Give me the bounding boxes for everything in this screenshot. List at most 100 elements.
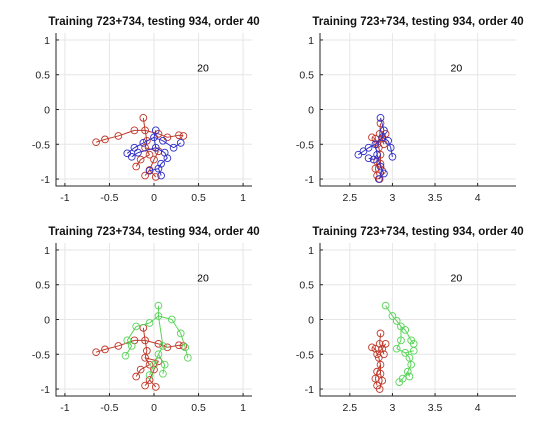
series-1 (368, 329, 390, 393)
joint-marker (380, 350, 388, 359)
series-2 (381, 301, 418, 386)
skeleton-bone (142, 327, 146, 341)
joint-marker (376, 329, 385, 338)
joint-marker (150, 365, 158, 374)
y-tick-label: 0 (44, 105, 50, 117)
skeleton-bone (153, 354, 159, 365)
skeleton-bone (95, 138, 106, 143)
skeleton-bone (396, 348, 406, 354)
x-tick-label: 0 (151, 192, 157, 204)
joint-marker (139, 113, 148, 122)
y-tick-label: 1 (308, 245, 314, 257)
skeleton-bone (155, 147, 165, 154)
joint-marker (145, 166, 154, 175)
joint-marker (409, 346, 418, 355)
skeleton-bone (149, 168, 159, 172)
frame-annotation: 20 (197, 272, 209, 284)
skeleton-bone (144, 147, 159, 152)
joint-marker (136, 365, 145, 374)
skeleton-bone (376, 154, 381, 167)
axes-frame (55, 243, 252, 397)
skeleton-bone (95, 348, 106, 353)
skeleton-bone (118, 339, 135, 347)
joint-marker (380, 169, 388, 178)
joint-marker (167, 315, 176, 324)
joint-marker (388, 312, 397, 320)
joint-marker (141, 381, 149, 390)
joint-marker (141, 171, 149, 180)
y-tick-label: 1 (44, 245, 50, 257)
joint-marker (388, 152, 397, 161)
chart-title: Training 723+734, testing 934, order 40 (312, 226, 523, 238)
skeleton-bone (167, 134, 180, 138)
skeleton-bone (385, 305, 393, 317)
joint-marker (369, 155, 378, 164)
skeleton-bone (125, 345, 133, 356)
skeleton-bone (135, 369, 142, 377)
skeleton-bone (144, 357, 150, 365)
joint-marker (392, 344, 401, 353)
joint-marker (136, 155, 145, 164)
joint-marker (157, 171, 165, 180)
joint-marker (114, 342, 123, 350)
skeleton-bone (149, 169, 157, 178)
x-tick-label: 4 (475, 192, 481, 204)
skeleton-bone (374, 348, 378, 355)
joint-marker (397, 336, 405, 345)
joint-marker (151, 173, 160, 181)
joint-marker (175, 131, 183, 140)
joint-marker (381, 301, 390, 310)
skeleton-bone (379, 123, 382, 134)
joint-marker (395, 378, 404, 386)
skeleton-bone (104, 135, 119, 140)
x-tick-label: -0.5 (100, 192, 118, 204)
skeleton-bone (171, 319, 182, 334)
joint-marker (127, 152, 136, 161)
skeleton-bone (149, 364, 155, 376)
y-tick-label: 0.5 (35, 70, 50, 82)
subplot-3: -1 -0.5 0 0.5 1 -1 -0.5 0 0.5 1 Training 723+734, … (32, 226, 260, 414)
skeleton-bone (381, 348, 385, 355)
joint-marker (121, 351, 130, 360)
skeleton-bone (158, 354, 166, 365)
skeleton-bone (173, 142, 182, 149)
axes-frame (319, 33, 516, 187)
joint-marker (145, 319, 154, 327)
joint-marker (407, 360, 416, 369)
y-tick-label: 1 (308, 35, 314, 47)
joint-marker (150, 155, 158, 164)
joint-marker (368, 343, 376, 352)
skeleton-bone (143, 136, 155, 144)
joint-marker (364, 154, 373, 163)
skeleton-bone (144, 129, 159, 135)
y-tick-label: -0.5 (32, 139, 50, 151)
joint-marker (130, 143, 139, 152)
skeleton-bone (136, 322, 150, 327)
y-tick-label: 0 (44, 315, 50, 327)
x-tick-label: 0.5 (191, 192, 206, 204)
skeleton-bone (400, 326, 406, 331)
joint-marker (159, 342, 167, 350)
skeleton-bone (396, 340, 402, 349)
skeleton-bone (376, 364, 381, 372)
x-tick-label: 3.5 (428, 402, 443, 414)
joint-marker (354, 150, 363, 159)
joint-marker (386, 143, 395, 152)
joint-marker (179, 132, 188, 140)
y-tick-label: 0.5 (299, 280, 314, 292)
joint-marker (376, 119, 385, 128)
x-tick-label: -0.5 (100, 402, 118, 414)
joint-marker (368, 133, 376, 142)
joint-marker (364, 143, 373, 152)
joint-marker (145, 376, 154, 384)
skeleton-bone (118, 129, 135, 137)
joint-marker (401, 349, 410, 357)
x-tick-label: 3 (390, 402, 396, 414)
skeleton-bone (157, 315, 164, 347)
skeleton-bone (402, 371, 409, 379)
joint-marker (101, 135, 109, 144)
skeleton-bone (153, 150, 159, 160)
skeleton-bone (358, 150, 364, 156)
skeleton-bone (381, 138, 385, 145)
y-tick-label: -1 (41, 384, 50, 396)
